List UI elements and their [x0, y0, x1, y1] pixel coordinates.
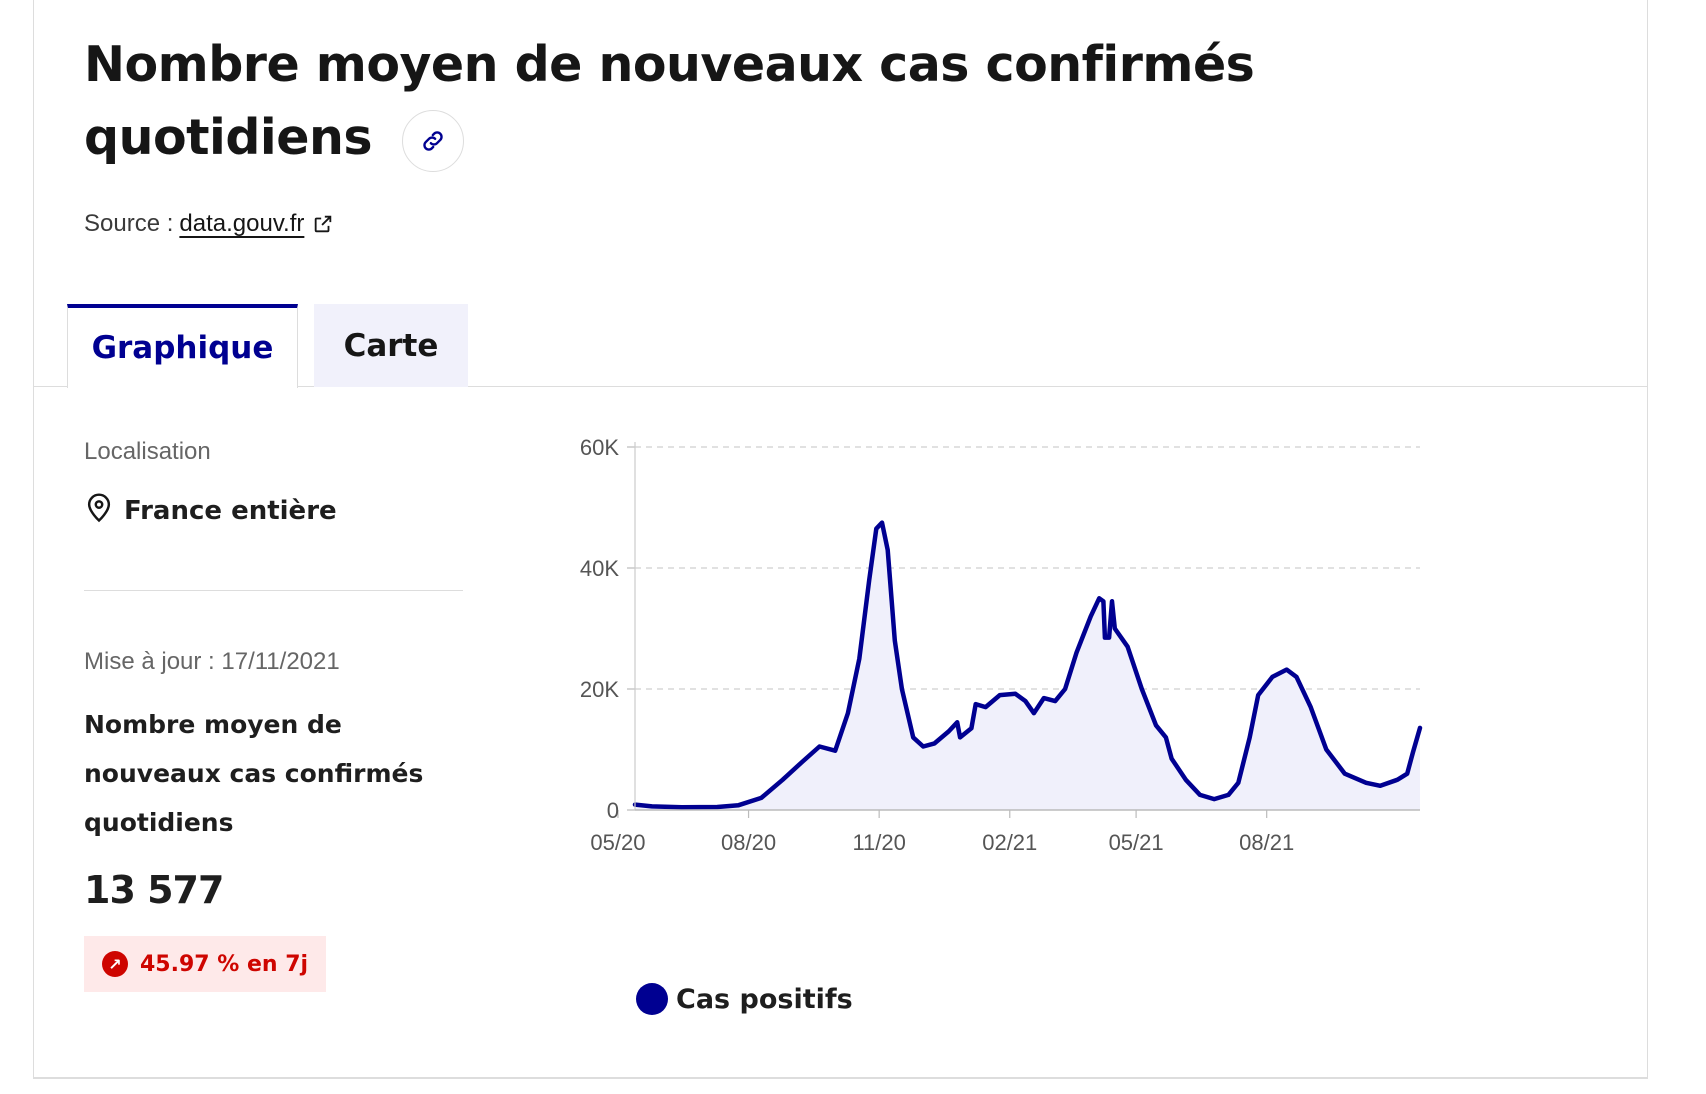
y-tick-label: 40K — [580, 556, 619, 581]
x-tick-label: 05/20 — [590, 830, 645, 855]
indicator-card — [33, 0, 1648, 1078]
page-title: Nombre moyen de nouveaux cas confirmés q… — [84, 36, 1255, 166]
tabs-divider — [33, 386, 1648, 387]
card-bottom-divider — [33, 1078, 1648, 1079]
y-tick-label: 60K — [580, 435, 619, 460]
map-pin-icon — [87, 493, 111, 523]
location-label: Localisation — [84, 438, 211, 465]
trend-text: 45.97 % en 7j — [140, 951, 309, 977]
y-tick-label: 20K — [580, 677, 619, 702]
legend-swatch — [636, 983, 668, 1015]
x-tick-label: 02/21 — [982, 830, 1037, 855]
indicator-label: Nombre moyen de nouveaux cas confirmés q… — [84, 710, 424, 837]
tab-graphique[interactable]: Graphique — [67, 304, 298, 388]
x-tick-label: 11/20 — [852, 830, 905, 855]
indicator-value: 13 577 — [84, 868, 224, 912]
series-line-cas-positifs — [632, 520, 1423, 810]
copy-link-button[interactable] — [402, 110, 464, 172]
chart-legend[interactable]: Cas positifs — [636, 983, 853, 1015]
arrow-up-right-icon: ↗ — [102, 951, 128, 977]
external-link-icon — [315, 215, 332, 233]
y-tick-label: 0 — [607, 798, 619, 823]
cases-chart: 0 20K 40K 60K 05/20 08/20 11/20 02/21 05/21 08/21 — [580, 435, 1423, 855]
update-date: Mise à jour : 17/11/2021 — [84, 648, 340, 675]
tab-carte[interactable]: Carte — [314, 304, 468, 387]
location-selector[interactable]: France entière — [84, 493, 464, 526]
series-area — [635, 522, 1420, 810]
legend-label: Cas positifs — [676, 983, 853, 1015]
source-line: Source : data.gouv.fr — [84, 210, 334, 238]
source-link[interactable]: data.gouv.fr — [179, 210, 334, 238]
location-value: France entière — [124, 496, 337, 526]
x-tick-label: 08/20 — [721, 830, 776, 855]
source-link-text: data.gouv.fr — [179, 210, 305, 237]
x-tick-label: 05/21 — [1109, 830, 1164, 855]
link-icon — [423, 131, 443, 151]
x-tick-label: 08/21 — [1239, 830, 1294, 855]
sidebar-divider — [84, 590, 463, 591]
trend-badge: ↗ 45.97 % en 7j — [84, 936, 327, 992]
source-label: Source : — [84, 210, 174, 237]
